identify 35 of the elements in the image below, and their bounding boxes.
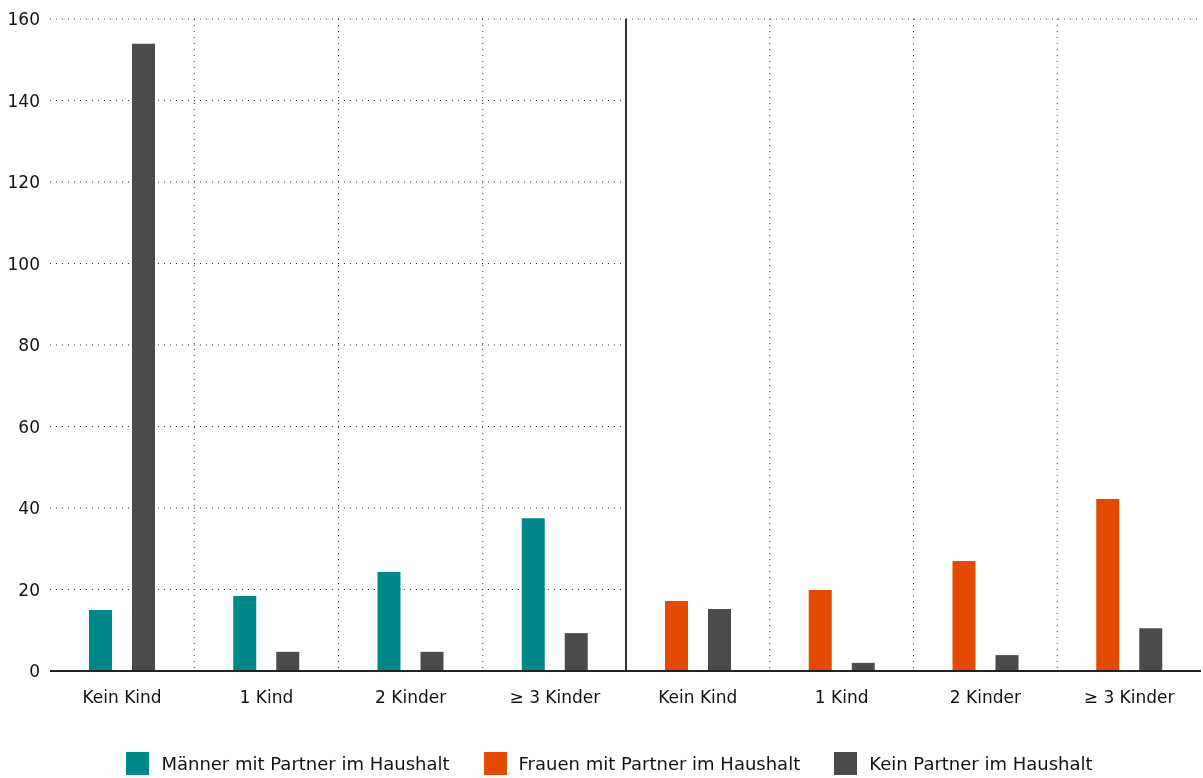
y-tick-label: 120	[7, 172, 40, 193]
bar	[1139, 628, 1163, 671]
bar	[708, 609, 731, 671]
bar	[420, 651, 444, 671]
x-tick-label: Kein Kind	[82, 687, 162, 708]
y-tick-label: 60	[18, 416, 40, 437]
y-tick-label: 0	[29, 661, 40, 682]
bar	[377, 571, 401, 671]
bar	[808, 589, 832, 671]
x-tick-label: 2 Kinder	[375, 687, 447, 708]
y-tick-label: 140	[7, 90, 40, 111]
bar	[995, 655, 1019, 671]
legend-label: Kein Partner im Haushalt	[869, 753, 1093, 774]
y-tick-label: 100	[7, 253, 40, 274]
bar	[665, 600, 688, 671]
x-tick-label: Kein Kind	[658, 687, 738, 708]
bar	[1096, 499, 1120, 671]
bar	[276, 651, 300, 671]
bar	[521, 518, 545, 671]
x-tick-label: ≥ 3 Kinder	[1083, 687, 1175, 708]
y-tick-label: 80	[18, 335, 40, 356]
x-tick-label: 2 Kinder	[949, 687, 1021, 708]
legend-label: Frauen mit Partner im Haushalt	[518, 753, 801, 774]
bar	[233, 596, 257, 671]
legend-label: Männer mit Partner im Haushalt	[161, 753, 450, 774]
y-tick-label: 40	[18, 498, 40, 519]
bar	[564, 633, 588, 671]
y-tick-label: 20	[18, 579, 40, 600]
x-tick-label: 1 Kind	[239, 687, 294, 708]
bar	[89, 609, 112, 671]
x-tick-label: 1 Kind	[814, 687, 869, 708]
y-tick-label: 160	[7, 9, 40, 30]
bar	[952, 560, 976, 671]
x-tick-label: ≥ 3 Kinder	[509, 687, 601, 708]
bar	[132, 43, 155, 671]
